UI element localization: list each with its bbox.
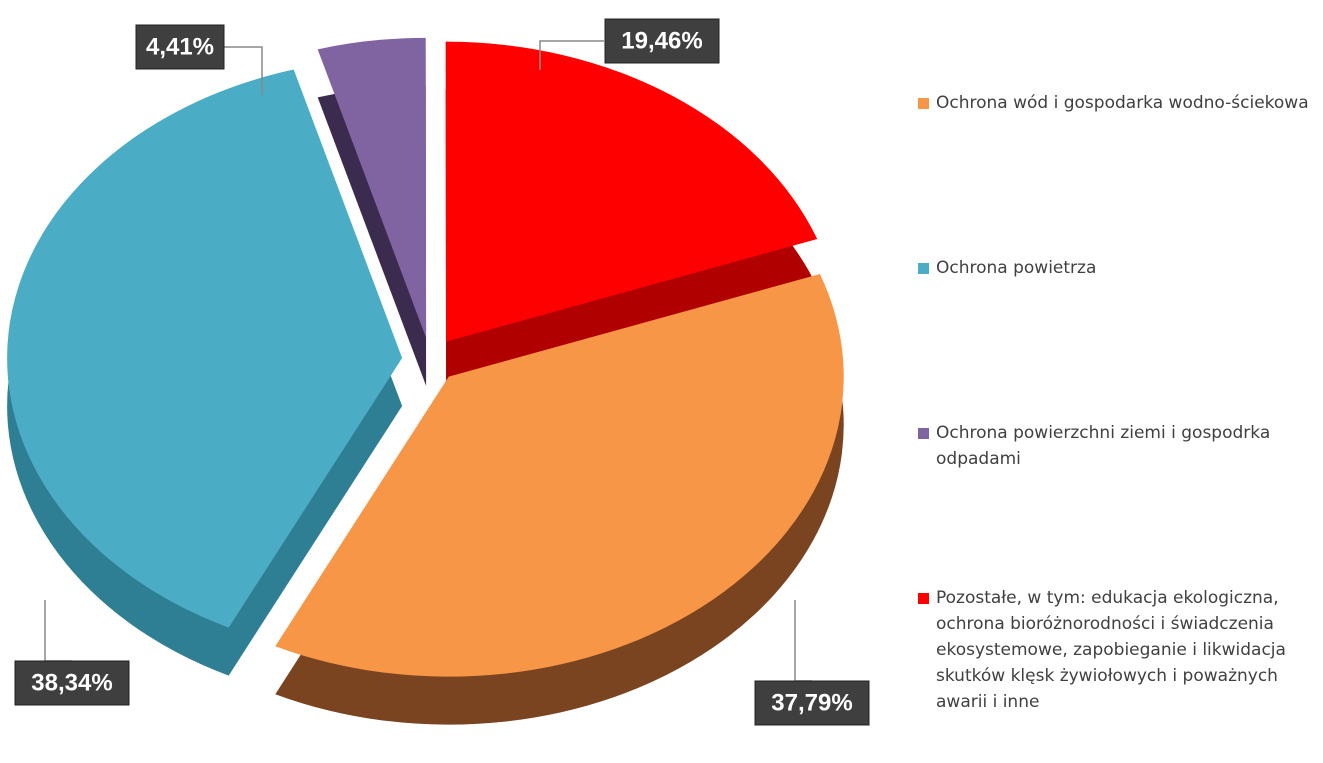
legend-swatch [918, 428, 929, 439]
data-label: 38,34% [31, 669, 112, 696]
slice [445, 41, 818, 342]
slice [7, 69, 403, 628]
slice [317, 37, 427, 338]
legend-item: Pozostałe, w tym: edukacja ekologiczna, … [918, 585, 1313, 715]
data-label: 37,79% [771, 689, 852, 716]
data-label-box [754, 680, 870, 726]
legend-label: Ochrona wód i gospodarka wodno-ściekowa [936, 93, 1309, 113]
data-label-box [604, 18, 720, 64]
legend-label: Ochrona powierzchni ziemi i gospodrka od… [936, 423, 1271, 469]
legend-swatch [918, 98, 929, 109]
legend-swatch [918, 593, 929, 604]
legend-item: Ochrona wód i gospodarka wodno-ściekowa [918, 90, 1313, 116]
legend-swatch [918, 263, 929, 274]
leader-line [539, 40, 604, 70]
leader-line [224, 46, 263, 95]
leader-line [794, 600, 812, 682]
legend-label: Pozostałe, w tym: edukacja ekologiczna, … [936, 588, 1286, 712]
data-label: 19,46% [621, 27, 702, 54]
leader-line [44, 600, 72, 662]
legend-label: Ochrona powietrza [936, 258, 1097, 278]
legend-item: Ochrona powietrza [918, 255, 1313, 281]
data-label-box [14, 660, 130, 706]
data-label-box [135, 24, 225, 70]
legend-item: Ochrona powierzchni ziemi i gospodrka od… [918, 420, 1313, 472]
chart: 37,79% 38,34% 4,41% 19,46% [7, 18, 870, 726]
slice [275, 274, 844, 677]
data-label: 4,41% [146, 33, 214, 60]
